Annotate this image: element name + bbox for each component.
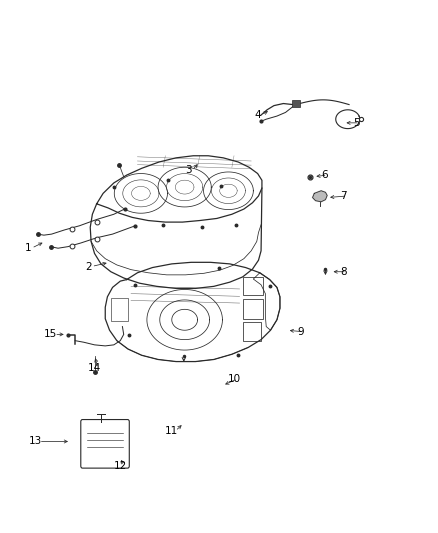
Text: 6: 6 — [321, 170, 328, 180]
Text: 7: 7 — [340, 191, 347, 201]
Text: 1: 1 — [25, 243, 31, 253]
Text: 4: 4 — [254, 110, 261, 120]
Text: 10: 10 — [227, 374, 240, 384]
Text: 9: 9 — [297, 327, 304, 337]
Bar — [243, 277, 263, 295]
Text: 3: 3 — [186, 165, 192, 175]
Text: 11: 11 — [165, 426, 178, 436]
Text: 8: 8 — [340, 266, 347, 277]
Text: 5: 5 — [353, 118, 360, 128]
Bar — [111, 298, 128, 321]
Text: 14: 14 — [88, 364, 101, 373]
Polygon shape — [313, 191, 327, 201]
Text: 15: 15 — [44, 329, 57, 340]
Text: 12: 12 — [113, 461, 127, 471]
Text: 2: 2 — [85, 262, 92, 271]
Bar — [243, 299, 263, 319]
Bar — [292, 100, 300, 107]
Bar — [243, 322, 261, 341]
Text: 13: 13 — [28, 437, 42, 447]
